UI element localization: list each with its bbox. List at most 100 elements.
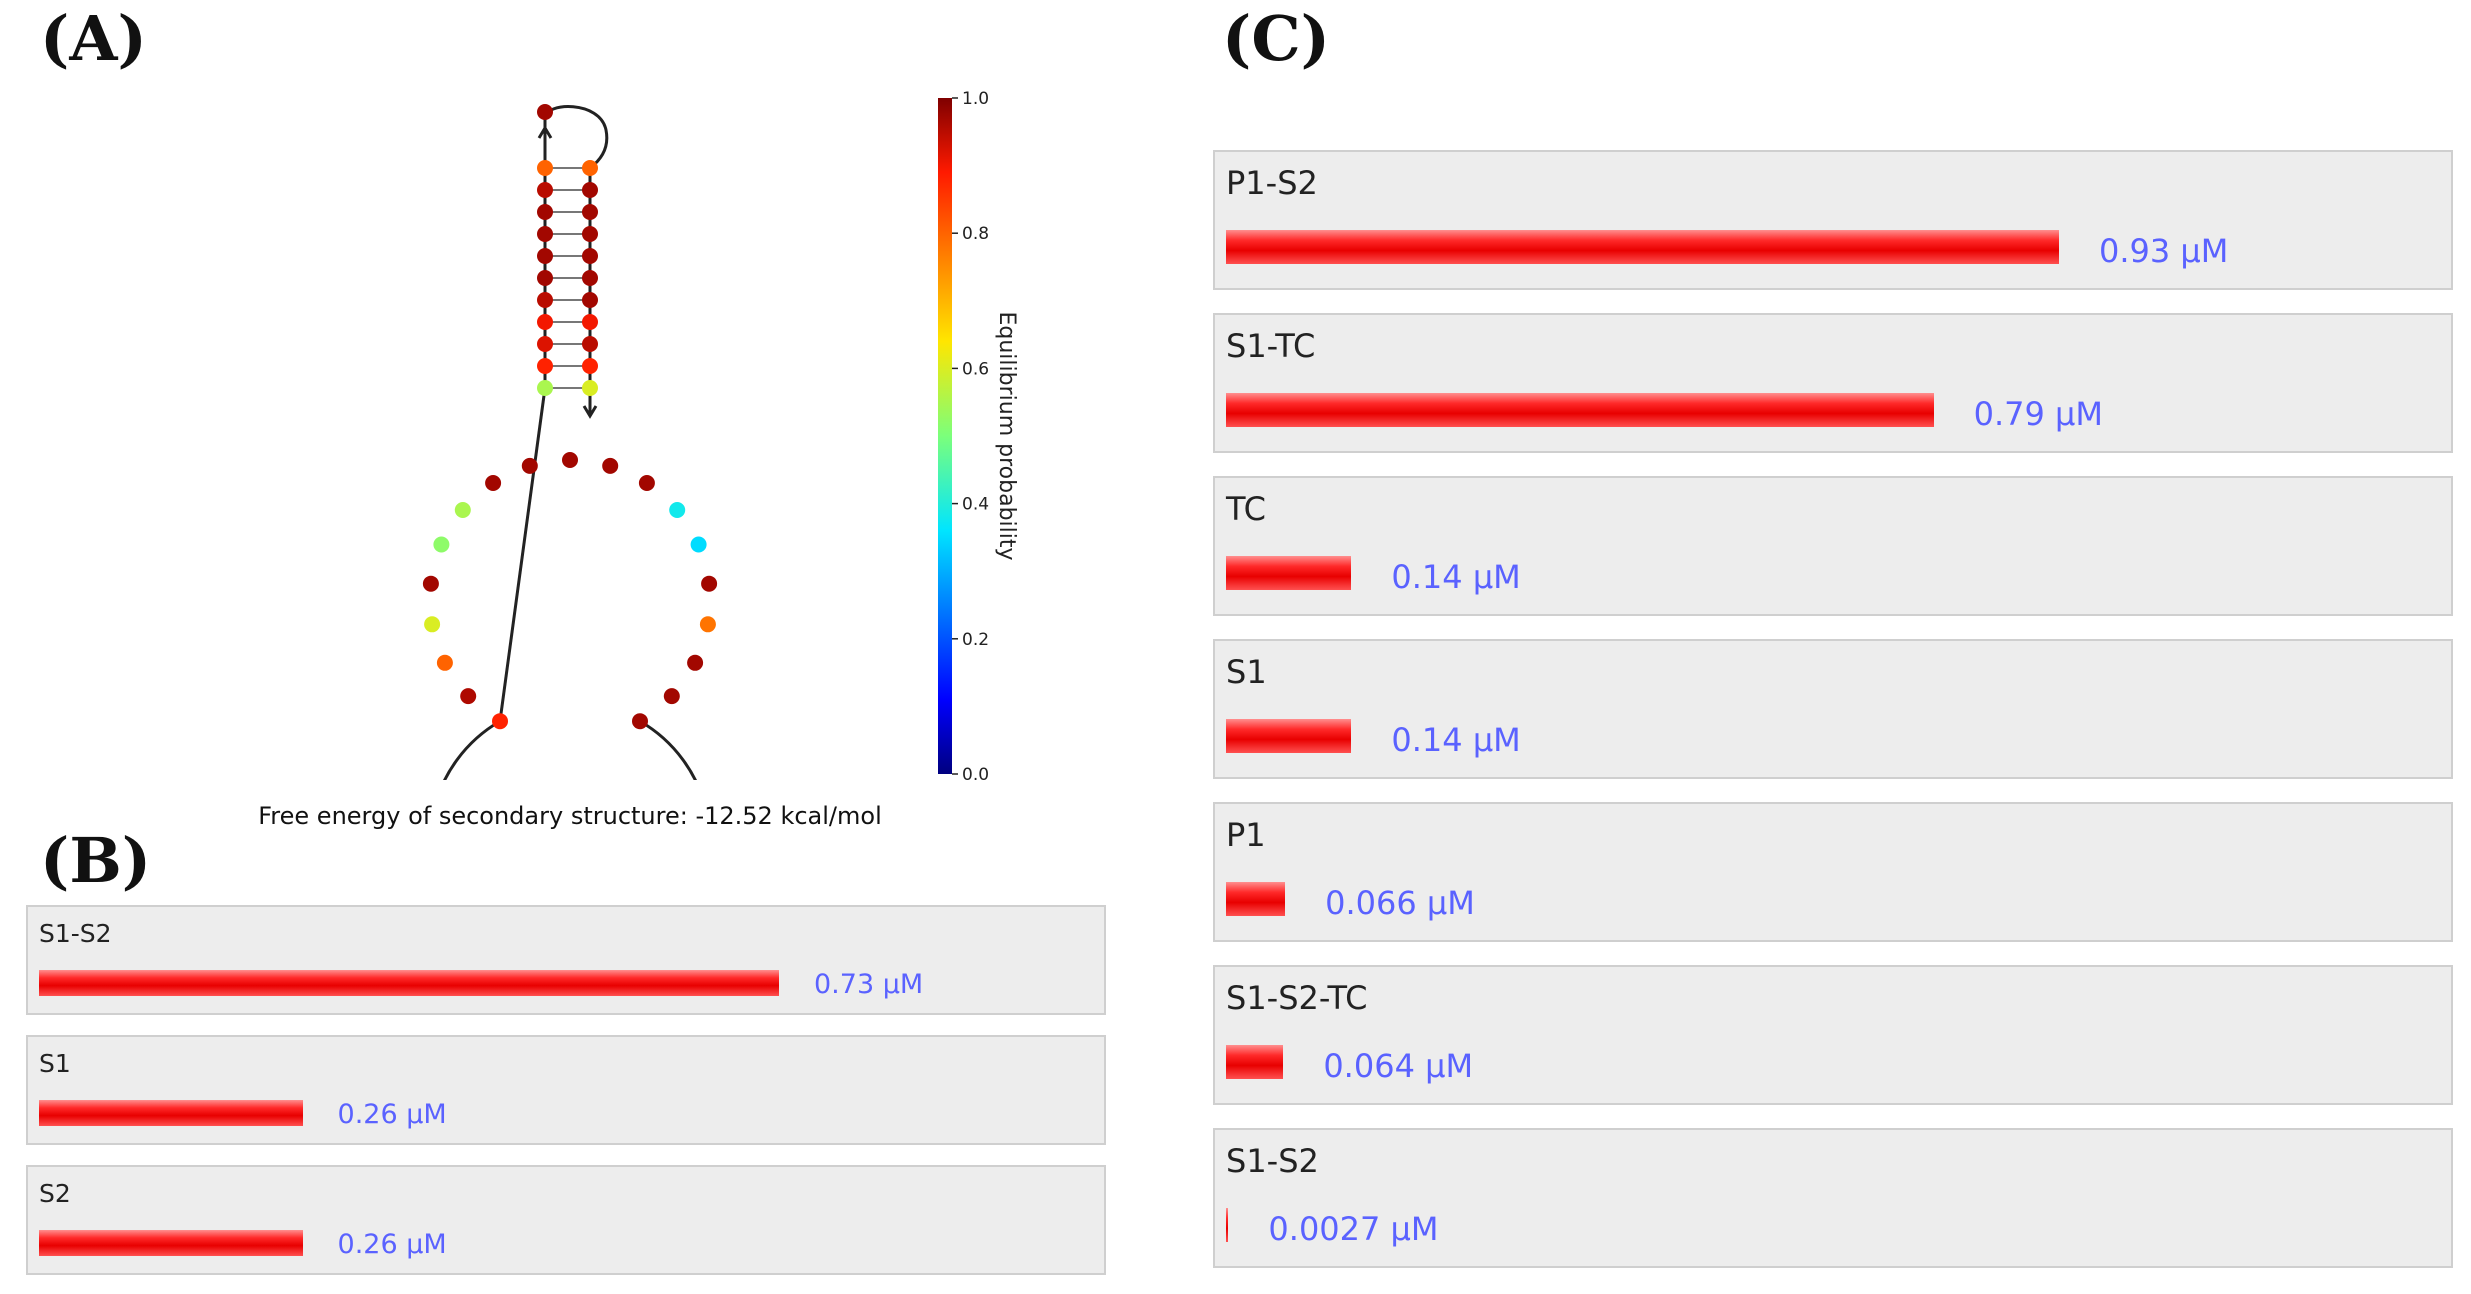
concentration-bar xyxy=(1226,556,1352,590)
nucleotide-loop xyxy=(632,713,648,730)
concentration-value: 0.93 μM xyxy=(2099,232,2229,270)
nucleotide-stem-right xyxy=(582,160,598,176)
complex-name: S1-TC xyxy=(1226,327,1316,365)
colorbar-gradient xyxy=(938,98,952,774)
complex-name: S1-S2 xyxy=(1226,1142,1319,1180)
nucleotide-loop xyxy=(669,502,686,518)
concentration-value: 0.064 μM xyxy=(1323,1047,1474,1085)
nucleotide-stem-right xyxy=(582,336,598,352)
nucleotide-stem-right xyxy=(582,380,598,396)
nucleotide-loop xyxy=(454,502,471,518)
complex-name: S1-S2 xyxy=(39,919,112,948)
colorbar-tick-label: 1.0 xyxy=(962,89,989,109)
nucleotide-stem-left xyxy=(537,204,553,220)
concentration-bar xyxy=(1226,719,1352,753)
five-prime-arrow-icon xyxy=(537,125,553,139)
colorbar-tick-label: 0.0 xyxy=(962,765,989,785)
nucleotide-stem-right xyxy=(582,204,598,220)
complex-row: S1-S2 0.73 μM xyxy=(26,905,1106,1015)
concentration-value: 0.14 μM xyxy=(1391,721,1521,759)
loop-backbone xyxy=(443,719,697,780)
nucleotide-loop xyxy=(460,688,477,705)
nucleotide-stem-right xyxy=(582,248,598,264)
concentration-bar xyxy=(1226,393,1934,427)
concentration-value: 0.26 μM xyxy=(337,1229,447,1260)
loop-connector xyxy=(498,387,547,722)
complex-row: S1-S2 0.0027 μM xyxy=(1213,1128,2453,1268)
colorbar-tick-label: 0.2 xyxy=(962,630,989,650)
concentration-bar xyxy=(39,1100,303,1126)
nucleotide-stem-left xyxy=(537,270,553,286)
concentration-bar xyxy=(39,1230,303,1256)
complex-name: P1-S2 xyxy=(1226,164,1318,202)
probability-colorbar: 1.0 0.8 0.6 0.4 0.2 0.0 Equilibrium probabili… xyxy=(938,89,1019,785)
colorbar-tick-label: 0.6 xyxy=(962,359,989,379)
nucleotide-stem-left xyxy=(537,336,553,352)
nucleotide-stem-right xyxy=(582,314,598,330)
hairpin-cap xyxy=(543,105,609,170)
nucleotide-loop xyxy=(687,654,704,671)
concentration-bar xyxy=(1226,230,2059,264)
nucleotide-loop xyxy=(433,536,450,553)
complex-row: S2 0.26 μM xyxy=(26,1165,1106,1275)
complex-row: S1-TC 0.79 μM xyxy=(1213,313,2453,453)
free-energy-caption: Free energy of secondary structure: -12.… xyxy=(258,802,882,830)
nucleotide-stem-left xyxy=(537,160,553,176)
concentration-value: 0.066 μM xyxy=(1325,884,1475,922)
nucleotide-loop xyxy=(663,688,680,705)
nucleotide-loop xyxy=(424,616,441,633)
nucleotide-loop xyxy=(562,452,578,468)
three-prime-arrow-icon xyxy=(582,405,598,419)
nucleotide-loop xyxy=(492,713,508,730)
nucleotide-loop xyxy=(701,575,718,592)
nucleotide-stem-right xyxy=(582,292,598,308)
complex-row: P1 0.066 μM xyxy=(1213,802,2453,942)
complex-name: S1 xyxy=(1226,653,1267,691)
nucleotide-stem-left xyxy=(537,248,553,264)
complex-row: P1-S2 0.93 μM xyxy=(1213,150,2453,290)
nucleotide-stem-left xyxy=(537,358,553,374)
complex-row: S1 0.14 μM xyxy=(1213,639,2453,779)
panel-label-a: (A) xyxy=(40,2,147,75)
complex-row: S1-S2-TC 0.064 μM xyxy=(1213,965,2453,1105)
nucleotide-stem-left xyxy=(537,380,553,396)
complex-row: TC 0.14 μM xyxy=(1213,476,2453,616)
concentration-value: 0.14 μM xyxy=(1391,558,1521,596)
panel-label-b: (B) xyxy=(40,824,152,897)
concentration-bar xyxy=(39,970,779,996)
nucleotide-loop xyxy=(485,475,502,491)
nucleotide-loop xyxy=(690,536,707,553)
nucleotide-loop xyxy=(422,575,439,592)
complex-name: S1 xyxy=(39,1049,71,1078)
nucleotide-stem-left xyxy=(537,314,553,330)
colorbar-tick-label: 0.8 xyxy=(962,224,989,244)
colorbar-label: Equilibrium probability xyxy=(994,311,1019,560)
concentration-bar xyxy=(1226,882,1286,916)
rna-secondary-structure xyxy=(422,104,718,780)
nucleotide-stem-left xyxy=(537,182,553,198)
nucleotide-loop xyxy=(638,475,655,491)
nucleotide-stem-right xyxy=(582,226,598,242)
concentration-value: 0.73 μM xyxy=(814,969,924,1000)
complex-name: TC xyxy=(1226,490,1267,528)
complex-name: S1-S2-TC xyxy=(1226,979,1368,1017)
complex-name: S2 xyxy=(39,1179,71,1208)
nucleotide-stem-right xyxy=(582,182,598,198)
concentration-value: 0.0027 μM xyxy=(1268,1210,1439,1248)
panel-label-c: (C) xyxy=(1222,2,1331,75)
concentration-value: 0.26 μM xyxy=(337,1099,447,1130)
nucleotide-hairpin xyxy=(537,104,553,120)
nucleotide-stem-right xyxy=(582,358,598,374)
nucleotide-stem-right xyxy=(582,270,598,286)
nucleotide-stem-left xyxy=(537,292,553,308)
nucleotide-loop xyxy=(521,457,538,474)
concentration-bar xyxy=(1226,1208,1229,1242)
nucleotide-loop xyxy=(436,654,453,671)
concentration-value: 0.79 μM xyxy=(1973,395,2103,433)
nucleotide-stem-left xyxy=(537,226,553,242)
nucleotide-loop xyxy=(602,457,619,474)
colorbar-tick-label: 0.4 xyxy=(962,495,989,515)
concentration-bar xyxy=(1226,1045,1284,1079)
nucleotide-loop xyxy=(699,616,716,633)
complex-row: S1 0.26 μM xyxy=(26,1035,1106,1145)
